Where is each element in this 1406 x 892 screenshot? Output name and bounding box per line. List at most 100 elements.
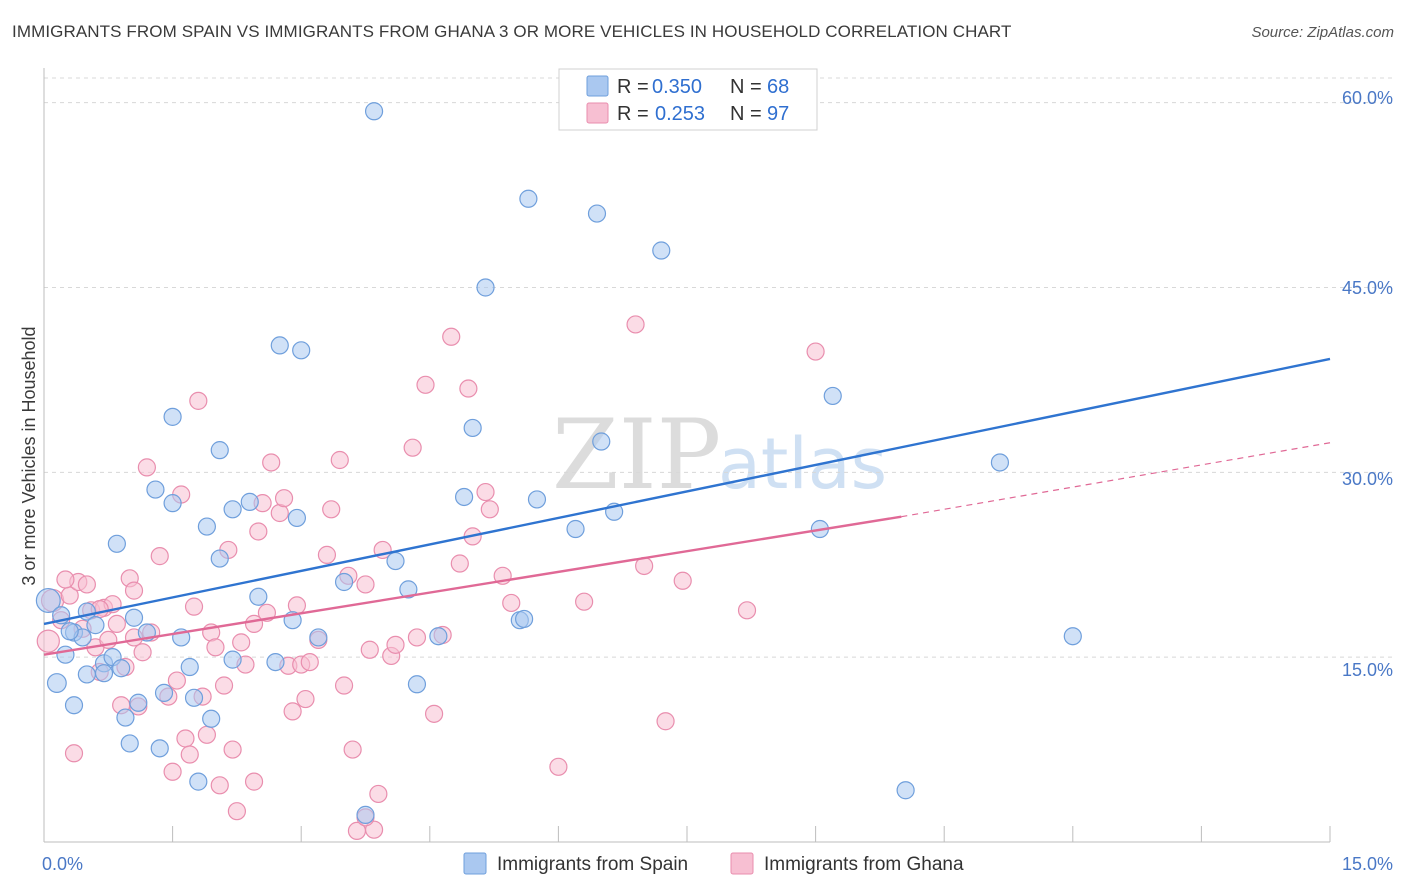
ghana-point	[296, 689, 315, 709]
spain-point	[1063, 627, 1082, 646]
spain-point	[292, 341, 311, 360]
ghana-point	[450, 554, 469, 573]
ghana-point	[163, 762, 182, 781]
spain-point	[287, 508, 307, 528]
spain-point	[210, 549, 229, 568]
legend-spain-r-label: R =	[617, 76, 649, 98]
ghana-point	[360, 640, 379, 659]
ghana-point	[249, 522, 268, 541]
spain-point	[129, 693, 148, 712]
spain-point	[356, 805, 375, 824]
ghana-point	[244, 614, 264, 633]
ghana-point	[197, 725, 216, 744]
gridlines	[44, 77, 1392, 658]
ghana-point	[386, 635, 405, 654]
watermark-zip: ZIP	[552, 399, 721, 511]
ghana-point	[424, 704, 444, 723]
y-axis-label: 3 or more Vehicles in Household	[19, 326, 39, 585]
spain-points	[35, 102, 1082, 824]
spain-point	[990, 453, 1010, 472]
ghana-trendline-extension	[901, 442, 1331, 518]
ghana-point	[262, 453, 281, 472]
spain-point	[210, 441, 229, 460]
ghana-point	[133, 643, 152, 662]
spain-point	[652, 241, 671, 260]
spain-point	[527, 490, 547, 509]
spain-point	[592, 432, 611, 451]
legend-ghana-r-value: 0.253	[655, 103, 705, 125]
spain-point	[519, 189, 538, 208]
spain-point	[180, 657, 199, 677]
spain-point	[515, 609, 534, 629]
ghana-point	[364, 820, 384, 839]
ghana-point	[107, 614, 126, 633]
legend-ghana-swatch	[586, 102, 609, 124]
ghana-point	[356, 575, 375, 594]
spain-point	[202, 709, 221, 728]
ghana-point	[274, 489, 294, 508]
spain-point	[46, 673, 67, 693]
spain-point	[463, 418, 482, 438]
ghana-point	[210, 776, 229, 795]
spain-point	[896, 781, 915, 800]
legend: R = 0.350 N = 68 R = 0.253 N = 97	[558, 68, 818, 131]
ghana-point	[330, 450, 349, 470]
spain-point	[150, 739, 169, 758]
ghana-point	[150, 547, 169, 566]
ghana-point	[656, 712, 675, 731]
spain-point	[566, 519, 585, 539]
ghana-points	[36, 315, 825, 841]
y-tick-label-45: 45.0%	[1342, 278, 1393, 298]
spain-point	[154, 683, 174, 702]
bottom-legend-ghana-swatch	[730, 852, 754, 875]
ghana-point	[283, 702, 302, 721]
ghana-point	[189, 391, 208, 410]
ghana-point	[232, 633, 251, 652]
ghana-point	[227, 802, 246, 821]
spain-point	[197, 517, 216, 536]
spain-point	[587, 204, 607, 223]
spain-point	[364, 102, 384, 121]
spain-point	[309, 628, 328, 647]
ghana-point	[459, 379, 478, 398]
spain-point	[35, 587, 61, 613]
x-axis-ticks	[43, 826, 1331, 842]
y-tick-label-30: 30.0%	[1342, 469, 1393, 489]
spain-point	[249, 587, 268, 606]
ghana-point	[476, 482, 495, 502]
trendlines	[43, 357, 1331, 656]
spain-point	[107, 534, 126, 553]
ghana-point	[36, 629, 60, 653]
bottom-legend-spain-label: Immigrants from Spain	[497, 854, 688, 875]
spain-trendline	[43, 357, 1331, 626]
ghana-point	[549, 757, 568, 776]
bottom-legend-spain-swatch	[463, 852, 487, 875]
spain-point	[146, 480, 165, 499]
ghana-point	[369, 784, 388, 804]
spain-point	[60, 622, 79, 641]
ghana-point	[214, 676, 234, 695]
chart-title: IMMIGRANTS FROM SPAIN VS IMMIGRANTS FROM…	[12, 22, 1012, 41]
ghana-point	[416, 375, 435, 394]
ghana-point	[244, 772, 264, 791]
spain-point	[386, 551, 405, 571]
spain-point	[823, 386, 842, 406]
spain-point	[184, 688, 204, 707]
ghana-point	[180, 745, 199, 764]
spain-point	[270, 336, 289, 355]
ghana-point	[575, 592, 594, 611]
legend-ghana-n-value: 97	[767, 103, 789, 125]
ghana-point	[56, 570, 75, 589]
ghana-point	[317, 545, 337, 564]
spain-point	[454, 487, 474, 507]
bottom-legend-ghana-label: Immigrants from Ghana	[764, 854, 964, 875]
ghana-point	[77, 575, 96, 594]
ghana-point	[502, 593, 521, 613]
x-tick-label-max: 15.0%	[1342, 854, 1393, 874]
legend-spain-n-value: 68	[767, 76, 789, 98]
legend-ghana-r-label: R =	[617, 103, 649, 125]
spain-point	[189, 772, 208, 791]
legend-spain-n-label: N =	[730, 76, 762, 98]
ghana-point	[223, 740, 242, 759]
